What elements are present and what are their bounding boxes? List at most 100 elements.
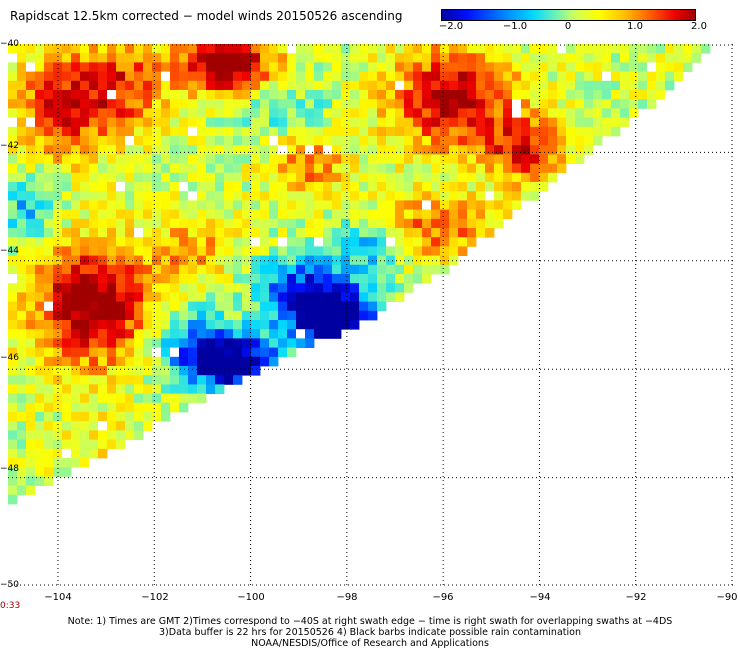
wind-cell xyxy=(53,274,63,284)
wind-cell xyxy=(116,366,126,376)
wind-cell xyxy=(359,264,369,275)
wind-cell xyxy=(431,62,441,72)
wind-cell xyxy=(512,200,522,210)
wind-cell xyxy=(260,356,270,367)
wind-cell xyxy=(368,145,378,155)
wind-cell xyxy=(98,384,108,394)
wind-cell xyxy=(683,53,693,63)
wind-cell xyxy=(107,292,117,302)
wind-cell xyxy=(44,320,54,330)
wind-cell xyxy=(53,329,63,339)
wind-cell xyxy=(71,255,81,266)
wind-cell xyxy=(278,71,288,82)
wind-cell xyxy=(161,53,171,63)
wind-cell xyxy=(107,126,117,137)
wind-cell xyxy=(71,375,81,385)
wind-cell xyxy=(458,71,468,82)
wind-cell xyxy=(215,366,225,376)
wind-cell xyxy=(458,237,468,247)
wind-cell xyxy=(107,44,117,54)
lat-tick-label: −50 xyxy=(0,580,19,590)
wind-cell xyxy=(170,375,180,385)
wind-cell xyxy=(485,182,495,192)
wind-cell xyxy=(35,476,45,486)
wind-cell xyxy=(359,228,369,238)
wind-cell xyxy=(107,301,117,312)
wind-cell xyxy=(143,384,153,394)
wind-cell xyxy=(404,200,414,210)
wind-cell xyxy=(98,71,108,82)
wind-cell xyxy=(134,320,144,330)
wind-cell xyxy=(692,53,702,63)
wind-cell xyxy=(17,80,27,91)
wind-cell xyxy=(386,71,396,82)
wind-cell xyxy=(98,356,108,367)
wind-cell xyxy=(296,218,306,229)
wind-cell xyxy=(17,338,27,348)
wind-cell xyxy=(206,80,216,91)
wind-cell xyxy=(260,62,270,72)
wind-cell xyxy=(107,329,117,339)
wind-cell xyxy=(404,172,414,183)
wind-cell xyxy=(413,237,423,247)
wind-cell xyxy=(107,412,117,422)
wind-cell xyxy=(179,310,189,321)
wind-cell xyxy=(413,154,423,164)
wind-cell xyxy=(422,117,432,128)
wind-cell xyxy=(71,237,81,247)
wind-cell xyxy=(296,329,306,339)
wind-cell xyxy=(53,209,63,220)
wind-cell xyxy=(53,53,63,63)
wind-cell xyxy=(179,163,189,174)
wind-cell xyxy=(71,44,81,54)
wind-cell xyxy=(62,191,72,201)
wind-cell xyxy=(89,108,99,118)
wind-cell xyxy=(566,154,576,164)
wind-cell xyxy=(152,209,162,220)
wind-cell xyxy=(197,283,207,293)
wind-cell xyxy=(53,117,63,128)
wind-cell xyxy=(377,191,387,201)
wind-cell xyxy=(287,274,297,284)
wind-cell xyxy=(44,145,54,155)
wind-cell xyxy=(179,200,189,210)
wind-cell xyxy=(8,310,18,321)
wind-cell xyxy=(359,172,369,183)
wind-cell xyxy=(242,347,252,358)
wind-cell xyxy=(332,228,342,238)
wind-cell xyxy=(467,182,477,192)
wind-cell xyxy=(215,126,225,137)
wind-cell xyxy=(53,356,63,367)
wind-cell xyxy=(287,237,297,247)
wind-cell xyxy=(431,237,441,247)
wind-cell xyxy=(80,430,90,440)
wind-cell xyxy=(62,117,72,128)
wind-cell xyxy=(323,172,333,183)
wind-cell xyxy=(116,191,126,201)
wind-cell xyxy=(17,384,27,394)
wind-cell xyxy=(305,310,315,321)
wind-cell xyxy=(44,421,54,431)
wind-cell xyxy=(242,310,252,321)
wind-cell xyxy=(323,301,333,312)
wind-cell xyxy=(98,163,108,174)
wind-cell xyxy=(431,246,441,256)
wind-cell xyxy=(143,255,153,266)
wind-cell xyxy=(215,182,225,192)
wind-cell xyxy=(287,292,297,302)
wind-cell xyxy=(251,237,261,247)
wind-cell xyxy=(341,53,351,63)
wind-cell xyxy=(134,310,144,321)
wind-cell xyxy=(323,80,333,91)
wind-cell xyxy=(134,301,144,312)
wind-cell xyxy=(89,218,99,229)
wind-cell xyxy=(35,182,45,192)
wind-cell xyxy=(17,375,27,385)
wind-cell xyxy=(314,71,324,82)
wind-cell xyxy=(116,237,126,247)
wind-cell xyxy=(152,412,162,422)
wind-cell xyxy=(197,264,207,275)
wind-cell xyxy=(242,80,252,91)
wind-cell xyxy=(62,99,72,109)
wind-cell xyxy=(359,301,369,312)
